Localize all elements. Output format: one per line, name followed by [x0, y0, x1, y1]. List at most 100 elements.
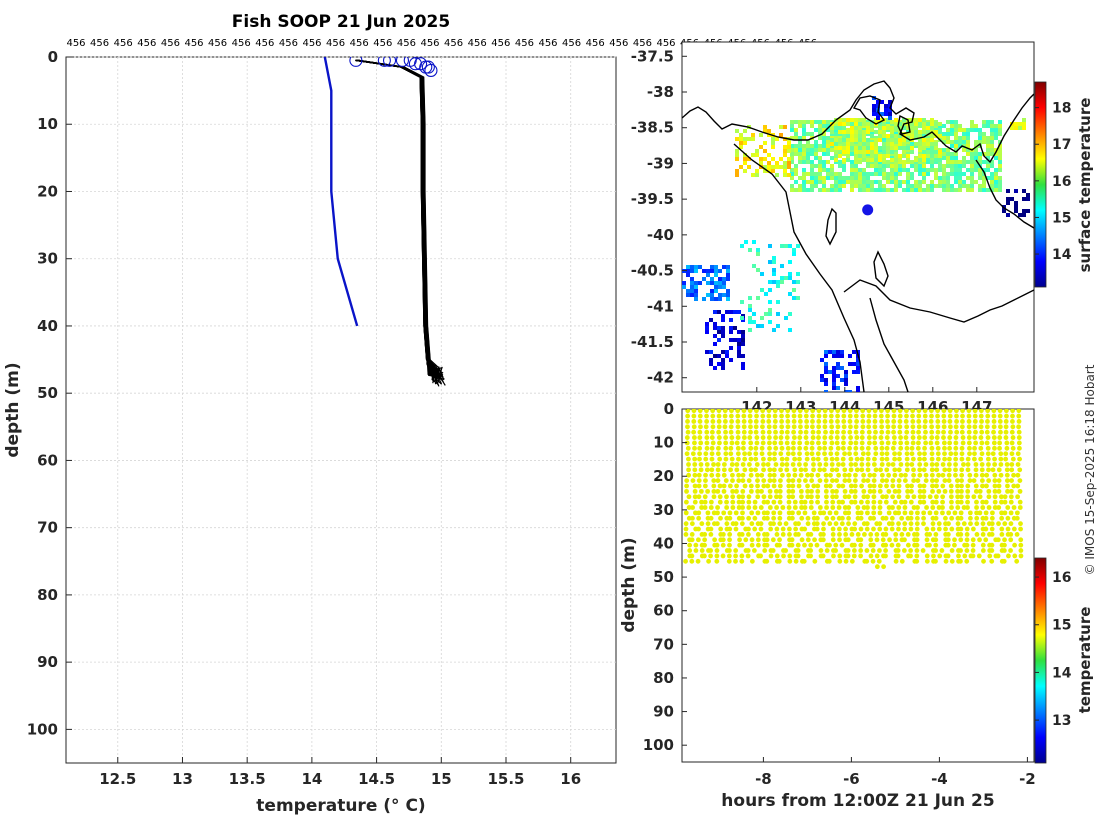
- ts-point: [973, 483, 979, 489]
- ts-point: [739, 521, 745, 527]
- ts-ytick-label: 10: [653, 434, 674, 452]
- sst-cell: [974, 144, 978, 148]
- ts-point: [730, 505, 736, 510]
- sst-cell: [982, 132, 986, 136]
- ts-point: [933, 499, 939, 505]
- ts-point: [1002, 499, 1008, 505]
- sst-cell: [810, 168, 814, 172]
- ts-point: [934, 467, 940, 473]
- sst-cell: [717, 310, 721, 314]
- profile-ytick-label: 10: [37, 115, 58, 133]
- ts-point: [742, 467, 748, 473]
- ts-point: [711, 462, 716, 467]
- sst-cell: [1014, 201, 1018, 205]
- ts-point: [705, 510, 711, 516]
- ts-point: [985, 451, 991, 457]
- sst-cell: [787, 157, 791, 161]
- sst-cell: [824, 350, 828, 354]
- sst-cell: [942, 136, 946, 140]
- ts-point: [735, 451, 741, 457]
- ts-point: [978, 424, 984, 430]
- sst-cell: [914, 164, 918, 168]
- ts-point: [809, 445, 815, 451]
- ts-point: [777, 499, 783, 505]
- sst-cell: [942, 176, 946, 180]
- ts-point: [891, 409, 897, 414]
- ts-point: [842, 494, 848, 500]
- ts-point: [860, 413, 866, 419]
- sst-cell: [790, 120, 794, 124]
- ts-point: [702, 542, 707, 548]
- ts-point: [741, 424, 747, 430]
- ts-point: [959, 456, 965, 462]
- sst-cell: [814, 152, 818, 156]
- ts-point: [1005, 483, 1010, 489]
- sst-cell: [838, 176, 842, 180]
- sst-cell: [694, 265, 698, 269]
- ts-point: [974, 531, 980, 537]
- sst-cell: [710, 277, 714, 281]
- ts-point: [1011, 483, 1017, 489]
- sst-cell: [922, 138, 926, 142]
- ts-point: [835, 409, 841, 414]
- ts-point: [1005, 515, 1011, 521]
- ts-point: [784, 467, 790, 473]
- sst-cell: [822, 128, 826, 132]
- ts-point: [870, 542, 876, 548]
- sst-cell: [994, 184, 998, 188]
- ts-point: [902, 478, 908, 484]
- ts-point: [741, 429, 747, 435]
- sst-cell: [790, 172, 794, 176]
- ts-point: [816, 419, 822, 424]
- ts-point: [980, 505, 986, 510]
- ts-point: [910, 419, 916, 424]
- sst-cell: [990, 152, 994, 156]
- sst-cell: [850, 180, 854, 184]
- sst-cell: [790, 128, 794, 132]
- sst-cell: [1002, 205, 1006, 209]
- sst-cell: [739, 133, 743, 137]
- ts-point: [734, 462, 740, 467]
- sst-cell: [856, 362, 860, 366]
- ts-point: [908, 553, 913, 559]
- ts-point: [930, 526, 936, 532]
- ts-point: [742, 456, 748, 462]
- sst-cell: [787, 145, 791, 149]
- sst-cell: [741, 342, 745, 346]
- ts-point: [897, 413, 903, 419]
- ts-point: [929, 456, 935, 462]
- ts-point: [780, 526, 786, 532]
- sst-cell: [866, 130, 870, 134]
- ts-point: [816, 409, 822, 414]
- sst-cell: [842, 134, 846, 138]
- profile-top-label: 456: [397, 38, 416, 49]
- sst-cell: [794, 168, 798, 172]
- ts-point: [836, 483, 842, 489]
- ts-point: [1011, 526, 1017, 532]
- sst-cell: [874, 164, 878, 168]
- sst-cell: [822, 120, 826, 124]
- sst-cell: [946, 128, 950, 132]
- sst-cell: [950, 152, 954, 156]
- ts-point: [1017, 456, 1022, 462]
- sst-cell: [725, 350, 729, 354]
- ts-point: [748, 440, 754, 446]
- ts-point: [822, 435, 828, 440]
- ts-point: [930, 478, 935, 484]
- ts-point: [936, 526, 942, 532]
- ts-point: [967, 445, 972, 451]
- sst-cell: [950, 140, 954, 144]
- ts-point: [772, 456, 777, 462]
- ts-point: [773, 429, 778, 435]
- sst-cell: [934, 122, 938, 126]
- sst-cell: [954, 140, 958, 144]
- ts-point: [960, 409, 966, 414]
- ts-point: [945, 531, 951, 537]
- ts-point: [983, 510, 989, 516]
- ts-point: [873, 445, 879, 451]
- ts-point: [1015, 494, 1021, 500]
- ts-point: [1001, 548, 1007, 553]
- sst-cell: [894, 184, 898, 188]
- ts-point: [897, 419, 903, 424]
- sst-cell: [986, 136, 990, 140]
